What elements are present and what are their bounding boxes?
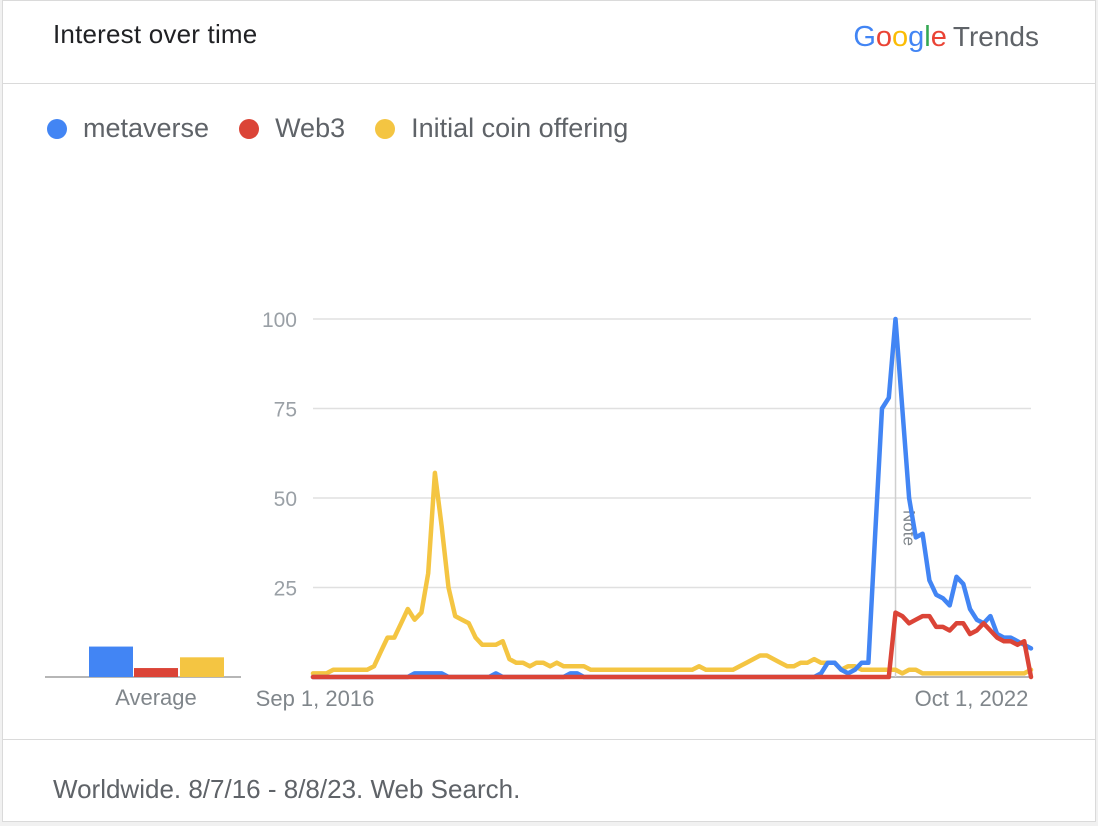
average-bar-metaverse [89,646,133,677]
logo-letter: g [908,21,925,53]
y-tick-label: 25 [274,578,297,601]
legend-item-initial-coin-offering[interactable]: Initial coin offering [375,113,628,144]
card-title: Interest over time [53,19,258,49]
card-footer: Worldwide. 8/7/16 - 8/8/23. Web Search. [3,739,1095,823]
y-tick-label: 100 [262,309,297,332]
logo-letter: G [853,21,876,53]
legend-dot-initial-coin-offering [375,118,396,139]
y-tick-label: 75 [274,399,297,422]
x-tick-label-start: Sep 1, 2016 [256,686,375,711]
average-bar-initial-coin-offering [180,657,224,677]
x-tick-label-end: Oct 1, 2022 [915,686,1029,711]
logo-letter: o [875,21,893,53]
y-tick-label: 50 [274,488,297,511]
legend-label: Web3 [275,113,346,143]
logo-letter: o [892,21,909,53]
legend-item-metaverse[interactable]: metaverse [47,113,209,144]
series-line-initial-coin-offering [310,470,1034,676]
legend-label: Initial coin offering [411,113,629,143]
legend-label: metaverse [83,113,210,143]
legend-dot-metaverse [47,118,67,139]
logo-letter: e [930,21,947,53]
card-header: Interest over time Google Trends [3,1,1095,84]
logo-trends-word: Trends [952,21,1039,52]
legend-dot-web3 [239,118,260,139]
google-trends-logo[interactable]: Google Trends [853,21,1039,54]
logo-letter: l [924,21,931,53]
query-description: Worldwide. 8/7/16 - 8/8/23. Web Search. [53,774,521,804]
chart-legend: metaverse Web3 Initial coin offering [47,113,658,144]
average-label: Average [115,685,197,710]
average-bar-web3 [134,668,178,677]
legend-item-web3[interactable]: Web3 [239,113,345,144]
series-line-web3 [310,610,1034,680]
